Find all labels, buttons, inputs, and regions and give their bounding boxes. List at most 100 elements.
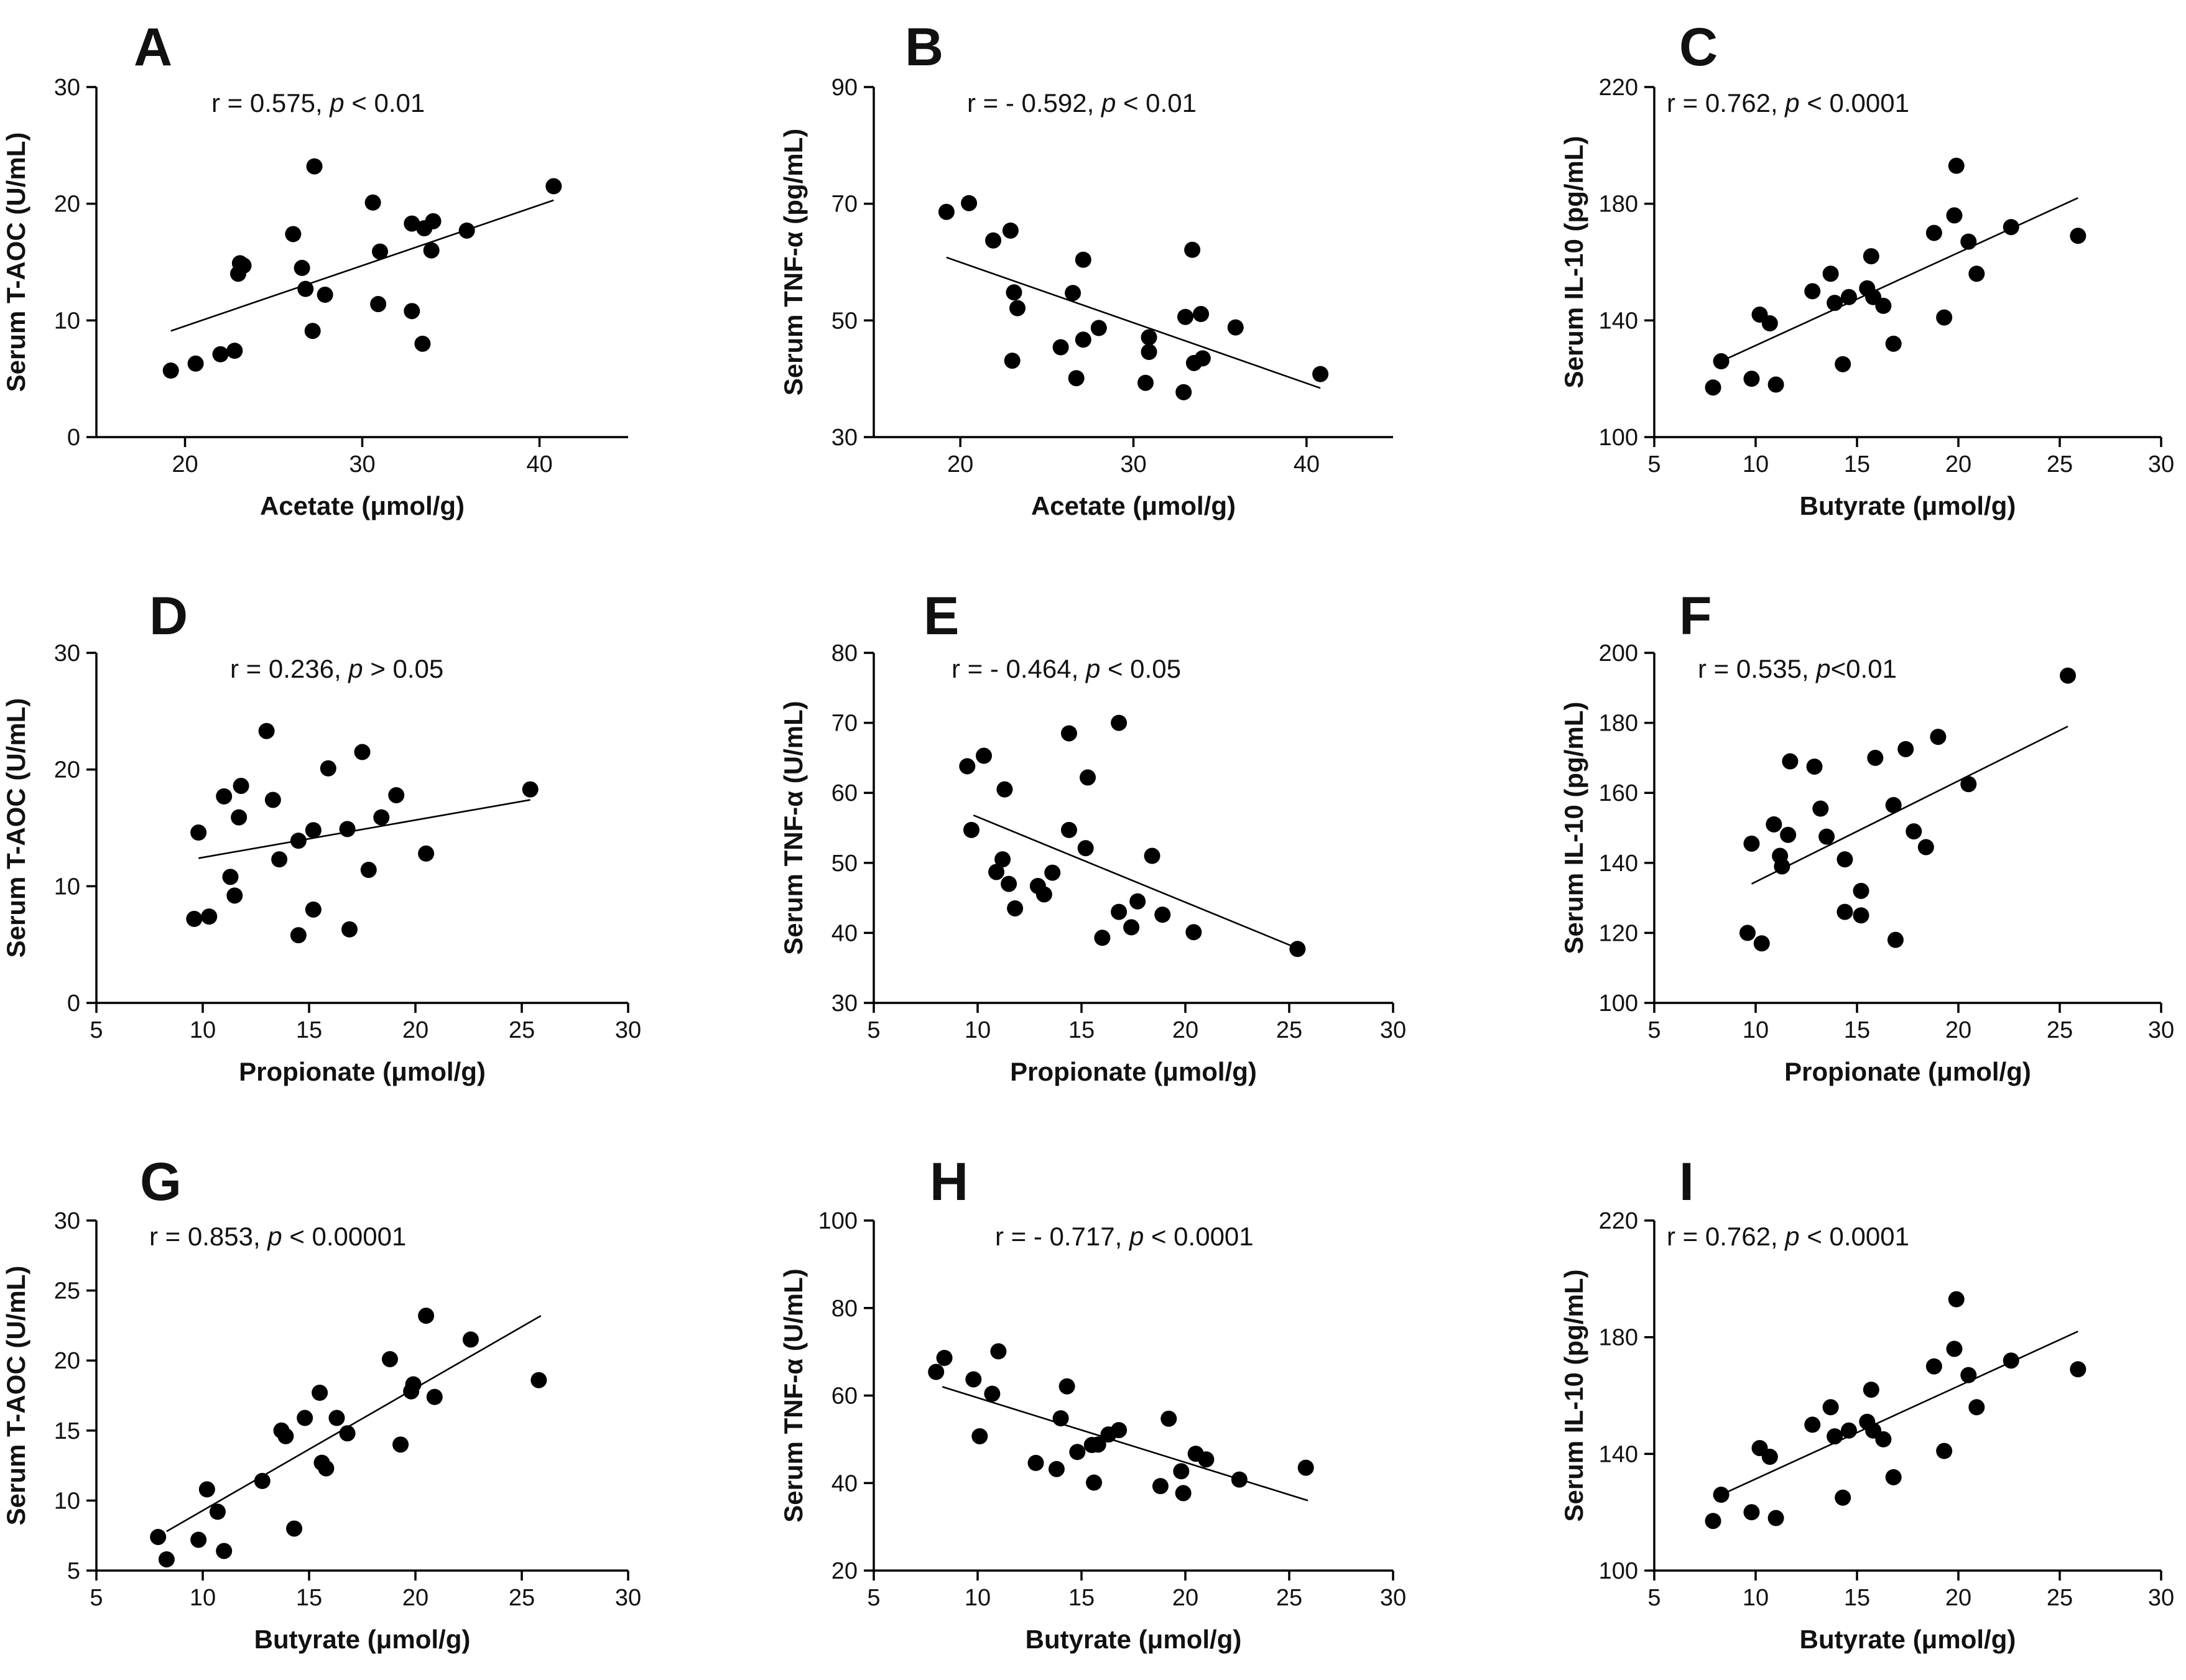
- data-point: [1075, 251, 1091, 268]
- data-point: [1069, 1444, 1086, 1461]
- data-point: [1946, 1341, 1963, 1357]
- y-axis-title: Serum T-AOC (U/mL): [1, 698, 30, 958]
- data-point: [1885, 796, 1902, 813]
- data-point: [961, 195, 978, 211]
- data-point: [405, 1376, 422, 1393]
- data-point: [2003, 1352, 2019, 1369]
- x-tick-label: 10: [1743, 1585, 1769, 1611]
- data-point: [297, 280, 314, 297]
- y-tick-label: 30: [54, 75, 80, 101]
- panel-b: 30 50 70 90 20 30 40 Acetate (μmol/g) Serum TNF-…: [779, 17, 1393, 520]
- p-value: < 0.0001: [1800, 1222, 1909, 1251]
- data-point: [1129, 893, 1146, 910]
- x-tick-label: 30: [1120, 451, 1146, 478]
- y-tick-label: 100: [818, 1208, 858, 1234]
- data-point: [231, 809, 248, 826]
- x-tick-label: 30: [349, 451, 375, 478]
- data-point: [1090, 1436, 1106, 1453]
- x-tick-label: 40: [526, 451, 552, 478]
- p-value: < 0.0001: [1800, 88, 1909, 118]
- x-tick-label: 30: [2148, 1585, 2174, 1611]
- data-point: [1804, 1416, 1821, 1433]
- data-point: [1968, 265, 1985, 282]
- data-point: [1297, 1459, 1314, 1476]
- x-axis-title: Butyrate (μmol/g): [254, 1625, 471, 1654]
- data-point: [212, 346, 229, 362]
- x-tick-label: 20: [1945, 1585, 1971, 1611]
- data-point: [341, 921, 358, 938]
- data-point: [1154, 907, 1171, 923]
- data-point: [1960, 233, 1977, 250]
- y-axis-title: Serum IL-10 (pg/mL): [1559, 1269, 1588, 1521]
- data-point: [317, 287, 333, 303]
- x-tick-label: 30: [1380, 1585, 1406, 1611]
- data-point: [216, 1543, 233, 1559]
- panel-letter: H: [930, 1152, 968, 1212]
- data-point: [1111, 714, 1128, 731]
- data-point: [418, 1308, 435, 1324]
- data-point: [1312, 366, 1329, 382]
- x-tick-label: 30: [615, 1585, 641, 1611]
- x-axis-title: Butyrate (μmol/g): [1800, 1625, 2016, 1654]
- data-point: [414, 335, 431, 352]
- data-point: [271, 851, 288, 868]
- data-point: [1077, 840, 1094, 857]
- y-tick-label: 80: [831, 640, 858, 667]
- correlation-stats: r = 0.535, p<0.01: [1698, 654, 1897, 683]
- data-point: [305, 901, 322, 918]
- data-point: [1027, 1454, 1044, 1471]
- data-point: [1822, 1399, 1839, 1416]
- x-tick-label: 25: [2047, 1017, 2073, 1043]
- data-point: [306, 158, 323, 175]
- data-point: [2003, 219, 2019, 236]
- y-tick-label: 220: [1599, 1208, 1638, 1234]
- data-point: [994, 851, 1011, 868]
- p-value: <0.01: [1831, 654, 1897, 683]
- x-tick-label: 20: [947, 451, 973, 478]
- data-point: [186, 910, 203, 927]
- data-point: [1705, 379, 1721, 396]
- p-symbol: p: [328, 88, 344, 118]
- data-point: [1044, 864, 1061, 881]
- y-axis-title: Serum T-AOC (U/mL): [1, 132, 30, 392]
- data-point: [1713, 353, 1730, 370]
- data-point: [985, 232, 1002, 249]
- p-symbol: p: [1815, 654, 1830, 683]
- data-point: [1743, 1504, 1760, 1521]
- y-tick-label: 0: [67, 990, 80, 1017]
- data-point: [2060, 667, 2077, 684]
- data-point: [201, 908, 218, 925]
- data-point: [1774, 858, 1790, 875]
- y-tick-label: 160: [1599, 780, 1638, 806]
- data-point: [988, 864, 1005, 880]
- data-point: [1853, 907, 1869, 924]
- y-tick-label: 200: [1599, 640, 1638, 667]
- data-point: [198, 1481, 215, 1498]
- data-point: [1753, 935, 1770, 952]
- y-tick-label: 0: [67, 425, 80, 451]
- x-tick-label: 5: [90, 1585, 103, 1611]
- correlation-stats: r = 0.236, p > 0.05: [230, 654, 443, 683]
- data-point: [1875, 297, 1892, 314]
- data-point: [1144, 847, 1160, 864]
- data-point: [530, 1372, 547, 1388]
- data-point: [1193, 306, 1210, 323]
- data-point: [404, 303, 420, 320]
- data-point: [1827, 1428, 1843, 1445]
- p-value: < 0.05: [1100, 654, 1181, 683]
- p-value: < 0.00001: [282, 1222, 407, 1251]
- data-point: [1198, 1451, 1215, 1468]
- data-point: [418, 845, 435, 862]
- x-tick-label: 20: [1172, 1585, 1198, 1611]
- data-point: [354, 744, 371, 760]
- data-point: [305, 822, 322, 839]
- data-point: [1840, 1422, 1857, 1439]
- data-point: [1818, 828, 1835, 845]
- data-point: [1141, 329, 1157, 346]
- data-point: [158, 1551, 175, 1567]
- data-point: [1060, 725, 1077, 742]
- data-point: [1058, 1378, 1075, 1395]
- data-point: [1840, 288, 1857, 305]
- p-symbol: p: [1784, 88, 1799, 118]
